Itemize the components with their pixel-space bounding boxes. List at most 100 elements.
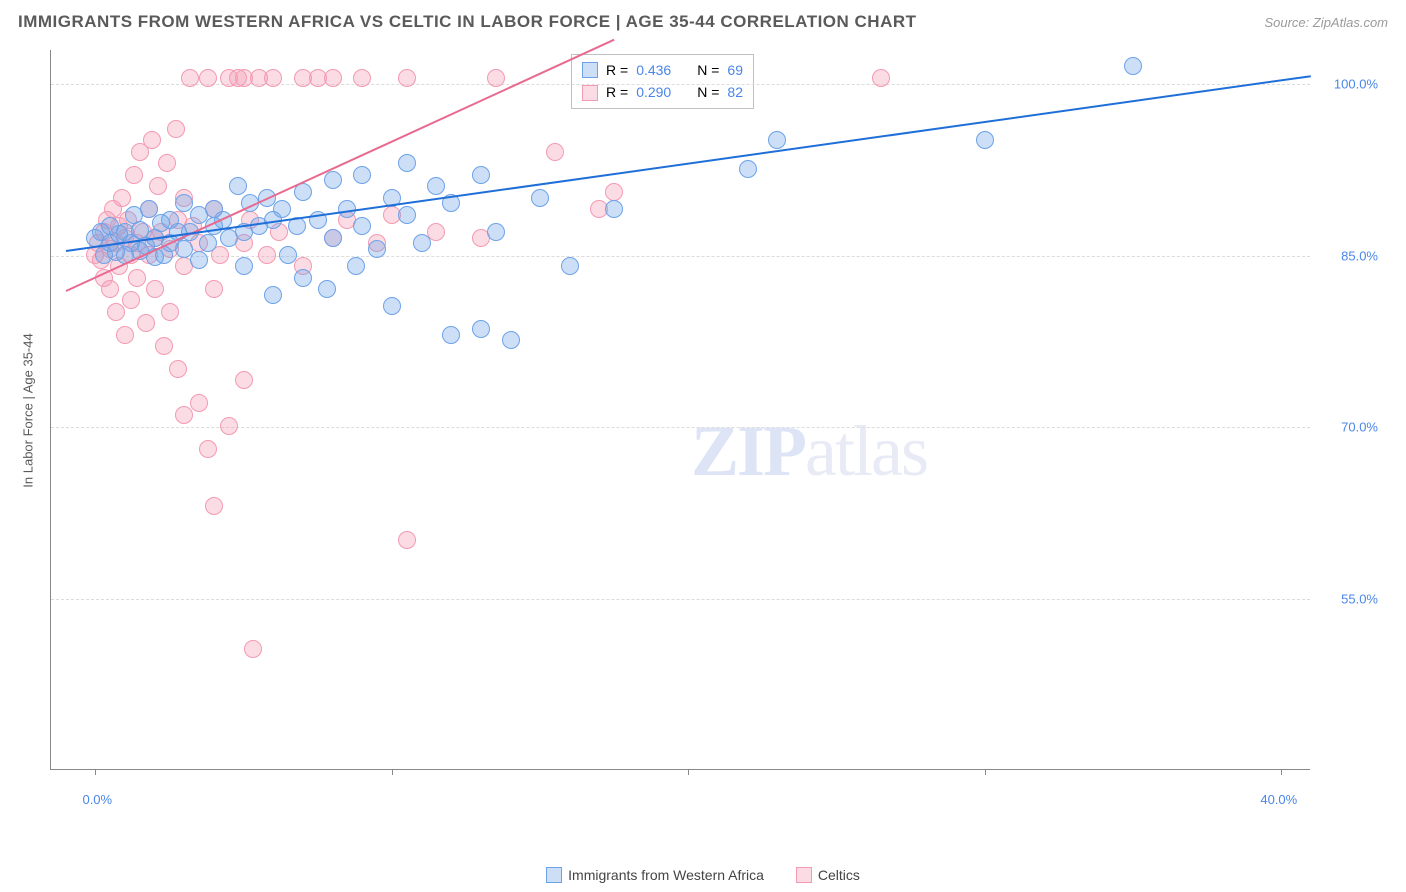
- grid-line: [51, 599, 1310, 600]
- scatter-point-pink: [107, 303, 125, 321]
- scatter-point-pink: [205, 280, 223, 298]
- scatter-point-pink: [143, 131, 161, 149]
- scatter-point-blue: [229, 177, 247, 195]
- x-tick: [688, 769, 689, 775]
- legend-stats: R = 0.436 N = 69 R = 0.290 N = 82: [571, 54, 754, 109]
- scatter-point-blue: [739, 160, 757, 178]
- legend-item-blue: Immigrants from Western Africa: [546, 867, 764, 883]
- scatter-point-pink: [199, 440, 217, 458]
- scatter-point-blue: [398, 206, 416, 224]
- scatter-point-blue: [324, 171, 342, 189]
- scatter-point-blue: [199, 234, 217, 252]
- scatter-point-pink: [398, 69, 416, 87]
- scatter-point-pink: [122, 291, 140, 309]
- scatter-point-pink: [324, 69, 342, 87]
- header: IMMIGRANTS FROM WESTERN AFRICA VS CELTIC…: [0, 0, 1406, 40]
- legend-series: Immigrants from Western Africa Celtics: [0, 867, 1406, 886]
- x-tick: [1281, 769, 1282, 775]
- scatter-point-blue: [353, 217, 371, 235]
- scatter-point-pink: [244, 640, 262, 658]
- scatter-point-blue: [472, 320, 490, 338]
- x-tick-label-left: 0.0%: [82, 792, 112, 807]
- swatch-pink-icon: [582, 85, 598, 101]
- scatter-point-pink: [353, 69, 371, 87]
- swatch-blue-icon: [582, 62, 598, 78]
- scatter-point-blue: [294, 269, 312, 287]
- y-tick-label: 70.0%: [1341, 420, 1378, 435]
- y-axis-label-box: In Labor Force | Age 35-44: [18, 50, 38, 770]
- swatch-pink-icon: [796, 867, 812, 883]
- x-tick: [95, 769, 96, 775]
- scatter-point-blue: [273, 200, 291, 218]
- scatter-point-pink: [235, 371, 253, 389]
- scatter-point-blue: [502, 331, 520, 349]
- scatter-point-pink: [149, 177, 167, 195]
- plot-area: ZIPatlas R = 0.436 N = 69 R = 0.290 N = …: [50, 50, 1310, 770]
- scatter-point-blue: [487, 223, 505, 241]
- legend-stats-row-blue: R = 0.436 N = 69: [582, 59, 743, 81]
- scatter-point-blue: [235, 257, 253, 275]
- r-value-blue: 0.436: [636, 59, 671, 81]
- r-label-blue: R =: [606, 59, 628, 81]
- scatter-point-pink: [113, 189, 131, 207]
- scatter-point-pink: [155, 337, 173, 355]
- scatter-point-pink: [175, 406, 193, 424]
- scatter-point-blue: [383, 297, 401, 315]
- scatter-point-pink: [125, 166, 143, 184]
- watermark: ZIPatlas: [691, 410, 927, 493]
- y-tick-label: 55.0%: [1341, 591, 1378, 606]
- scatter-point-pink: [264, 69, 282, 87]
- scatter-point-blue: [264, 286, 282, 304]
- scatter-point-pink: [205, 497, 223, 515]
- scatter-point-pink: [146, 280, 164, 298]
- scatter-point-blue: [368, 240, 386, 258]
- scatter-point-pink: [220, 417, 238, 435]
- scatter-point-blue: [413, 234, 431, 252]
- scatter-point-blue: [190, 251, 208, 269]
- scatter-point-pink: [258, 246, 276, 264]
- scatter-point-pink: [427, 223, 445, 241]
- scatter-point-blue: [353, 166, 371, 184]
- scatter-point-pink: [128, 269, 146, 287]
- scatter-point-blue: [561, 257, 579, 275]
- scatter-point-pink: [169, 360, 187, 378]
- scatter-point-pink: [872, 69, 890, 87]
- y-tick-label: 85.0%: [1341, 248, 1378, 263]
- legend-item-pink: Celtics: [796, 867, 860, 883]
- scatter-point-blue: [1124, 57, 1142, 75]
- x-tick: [985, 769, 986, 775]
- y-axis-label: In Labor Force | Age 35-44: [21, 333, 36, 487]
- scatter-point-blue: [976, 131, 994, 149]
- scatter-point-pink: [605, 183, 623, 201]
- n-label-blue: N =: [697, 59, 719, 81]
- grid-line: [51, 427, 1310, 428]
- grid-line: [51, 256, 1310, 257]
- scatter-point-pink: [158, 154, 176, 172]
- scatter-point-pink: [190, 394, 208, 412]
- scatter-point-blue: [279, 246, 297, 264]
- scatter-point-blue: [442, 326, 460, 344]
- x-tick: [392, 769, 393, 775]
- x-tick-label-right: 40.0%: [1260, 792, 1297, 807]
- scatter-point-pink: [116, 326, 134, 344]
- scatter-point-blue: [398, 154, 416, 172]
- scatter-point-blue: [531, 189, 549, 207]
- scatter-point-blue: [605, 200, 623, 218]
- scatter-point-pink: [101, 280, 119, 298]
- scatter-point-blue: [472, 166, 490, 184]
- scatter-point-pink: [137, 314, 155, 332]
- scatter-point-pink: [398, 531, 416, 549]
- scatter-point-blue: [347, 257, 365, 275]
- y-tick-label: 100.0%: [1334, 77, 1378, 92]
- swatch-blue-icon: [546, 867, 562, 883]
- scatter-point-pink: [199, 69, 217, 87]
- scatter-point-blue: [324, 229, 342, 247]
- scatter-point-blue: [318, 280, 336, 298]
- watermark-atlas: atlas: [805, 411, 927, 491]
- chart-title: IMMIGRANTS FROM WESTERN AFRICA VS CELTIC…: [18, 12, 917, 32]
- scatter-point-pink: [167, 120, 185, 138]
- scatter-point-pink: [487, 69, 505, 87]
- legend-label-blue: Immigrants from Western Africa: [568, 867, 764, 883]
- watermark-zip: ZIP: [691, 411, 805, 491]
- scatter-point-blue: [768, 131, 786, 149]
